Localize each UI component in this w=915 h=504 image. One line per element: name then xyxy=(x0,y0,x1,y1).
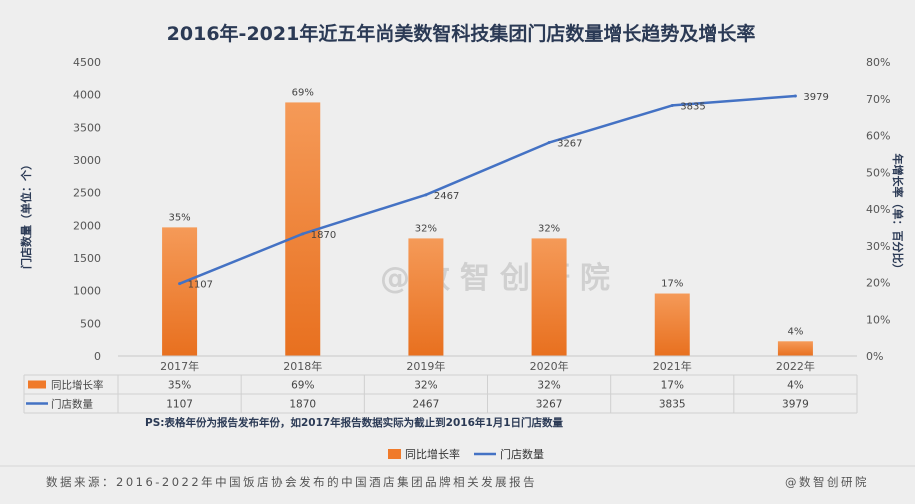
line-point xyxy=(547,141,551,145)
chart-title: 2016年-2021年近五年尚美数智科技集团门店数量增长趋势及增长率 xyxy=(167,22,756,45)
y2-tick-label: 0% xyxy=(866,350,883,363)
table-legend-swatch xyxy=(28,380,46,389)
y2-tick-label: 10% xyxy=(866,313,890,326)
table-cell: 35% xyxy=(168,380,191,392)
y-tick-label: 1500 xyxy=(73,252,101,265)
table-cell: 3267 xyxy=(536,399,563,411)
y-tick-label: 3000 xyxy=(73,154,101,167)
y-tick-label: 500 xyxy=(80,317,101,330)
y2-axis-ticks: 0% 10% 20% 30% 40% 50% 60% 70% 80% xyxy=(866,56,890,363)
line-point xyxy=(178,282,182,286)
line-point xyxy=(793,94,797,98)
table-note: PS:表格年份为报告发布年份，如2017年报告数据实际为截止到2016年1月1日… xyxy=(145,416,564,429)
y-tick-label: 2000 xyxy=(73,219,101,232)
y2-tick-label: 40% xyxy=(866,203,890,216)
line-series: 1107 1870 2467 3267 3835 3979 xyxy=(178,92,829,291)
x-tick-label: 2018年 xyxy=(283,359,322,373)
legend-bar-label: 同比增长率 xyxy=(405,447,460,461)
bar-series: 35% 69% 32% 32% 17% 4% xyxy=(162,87,813,356)
x-tick-label: 2017年 xyxy=(160,359,199,373)
table-cell: 32% xyxy=(537,380,560,392)
x-axis: 2017年 2018年 2019年 2020年 2021年 2022年 xyxy=(118,355,857,373)
y-tick-label: 1000 xyxy=(73,285,101,298)
y-axis-ticks: 0 500 1000 1500 2000 2500 3000 3500 4000 4500 xyxy=(73,56,101,363)
y2-axis-title: 年增长率（单：百分比） xyxy=(891,154,905,275)
data-table: 同比增长率 35% 69% 32% 32% 17% 4% 门店数量 1107 1870 2467 32… xyxy=(23,374,858,414)
table-cell: 1870 xyxy=(289,399,316,411)
y2-tick-label: 70% xyxy=(866,93,890,106)
y-tick-label: 4000 xyxy=(73,89,101,102)
line-data-label: 3979 xyxy=(803,92,828,103)
bar-data-label: 4% xyxy=(787,326,803,337)
line-data-label: 1870 xyxy=(311,230,336,241)
bar-data-label: 32% xyxy=(415,223,437,234)
line-point xyxy=(424,193,428,197)
x-tick-label: 2019年 xyxy=(406,359,445,373)
table-row-header: 门店数量 xyxy=(51,398,93,411)
y-tick-label: 0 xyxy=(94,350,101,363)
y2-tick-label: 80% xyxy=(866,56,890,69)
bar xyxy=(531,238,567,356)
legend-line-label: 门店数量 xyxy=(500,447,544,461)
legend-bar-swatch xyxy=(388,449,401,459)
y2-tick-label: 20% xyxy=(866,277,890,290)
table-cell: 3979 xyxy=(782,399,809,411)
table-row-header: 同比增长率 xyxy=(51,379,104,392)
footer-brand: @数智创研院 xyxy=(785,475,869,489)
x-tick-label: 2022年 xyxy=(776,359,815,373)
table-cell: 32% xyxy=(414,380,437,392)
x-tick-label: 2020年 xyxy=(530,359,569,373)
line-data-label: 1107 xyxy=(188,280,213,291)
bar-data-label: 17% xyxy=(661,279,683,290)
table-cell: 3835 xyxy=(659,399,686,411)
legend: 同比增长率 门店数量 xyxy=(388,447,544,461)
table-cell: 17% xyxy=(661,380,684,392)
line-data-label: 2467 xyxy=(434,191,459,202)
y-tick-label: 4500 xyxy=(73,56,101,69)
bar xyxy=(408,238,444,356)
bar xyxy=(777,341,813,356)
series-line xyxy=(179,94,796,285)
x-tick-label: 2021年 xyxy=(653,359,692,373)
footer-source: 数据来源：2016-2022年中国饭店协会发布的中国酒店集团品牌相关发展报告 xyxy=(46,475,537,489)
line-data-label: 3267 xyxy=(557,139,582,150)
y2-tick-label: 50% xyxy=(866,166,890,179)
bar-data-label: 35% xyxy=(168,212,190,223)
y2-tick-label: 60% xyxy=(866,130,890,143)
line-point xyxy=(670,103,674,107)
table-cell: 69% xyxy=(291,380,314,392)
bar xyxy=(654,293,690,356)
y2-tick-label: 30% xyxy=(866,240,890,253)
y-tick-label: 3500 xyxy=(73,121,101,134)
y-tick-label: 2500 xyxy=(73,187,101,200)
y-axis-title: 门店数量（单位：个） xyxy=(19,159,33,269)
table-cell: 4% xyxy=(787,380,804,392)
bar-data-label: 69% xyxy=(292,87,314,98)
line-point xyxy=(301,232,305,236)
bar-data-label: 32% xyxy=(538,223,560,234)
table-cell: 2467 xyxy=(413,399,440,411)
table-cell: 1107 xyxy=(166,399,193,411)
bar xyxy=(162,227,198,356)
line-data-label: 3835 xyxy=(680,101,705,112)
